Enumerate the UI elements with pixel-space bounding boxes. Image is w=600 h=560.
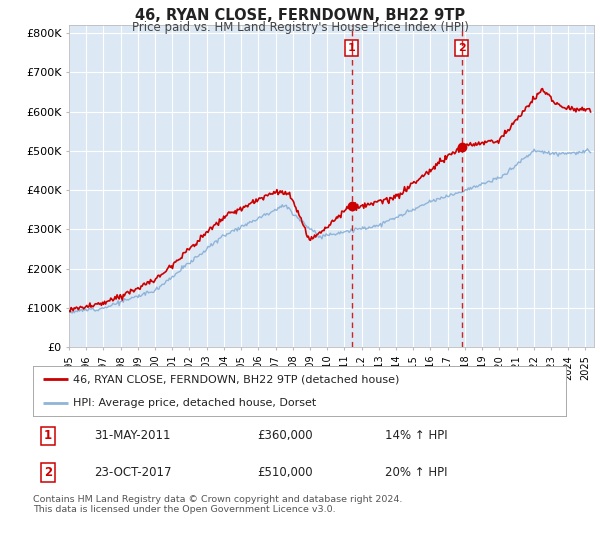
Text: 2: 2 bbox=[458, 43, 466, 53]
Text: Price paid vs. HM Land Registry's House Price Index (HPI): Price paid vs. HM Land Registry's House … bbox=[131, 21, 469, 34]
Text: 31-MAY-2011: 31-MAY-2011 bbox=[94, 430, 171, 442]
Text: 1: 1 bbox=[44, 430, 52, 442]
Text: 2: 2 bbox=[44, 466, 52, 479]
Text: 14% ↑ HPI: 14% ↑ HPI bbox=[385, 430, 447, 442]
Text: 46, RYAN CLOSE, FERNDOWN, BH22 9TP (detached house): 46, RYAN CLOSE, FERNDOWN, BH22 9TP (deta… bbox=[73, 374, 400, 384]
Text: £510,000: £510,000 bbox=[257, 466, 313, 479]
Text: 46, RYAN CLOSE, FERNDOWN, BH22 9TP: 46, RYAN CLOSE, FERNDOWN, BH22 9TP bbox=[135, 8, 465, 24]
Text: 1: 1 bbox=[348, 43, 356, 53]
Text: £360,000: £360,000 bbox=[257, 430, 313, 442]
Text: 20% ↑ HPI: 20% ↑ HPI bbox=[385, 466, 447, 479]
Text: Contains HM Land Registry data © Crown copyright and database right 2024.
This d: Contains HM Land Registry data © Crown c… bbox=[33, 495, 403, 515]
Text: HPI: Average price, detached house, Dorset: HPI: Average price, detached house, Dors… bbox=[73, 398, 316, 408]
Text: 23-OCT-2017: 23-OCT-2017 bbox=[94, 466, 172, 479]
